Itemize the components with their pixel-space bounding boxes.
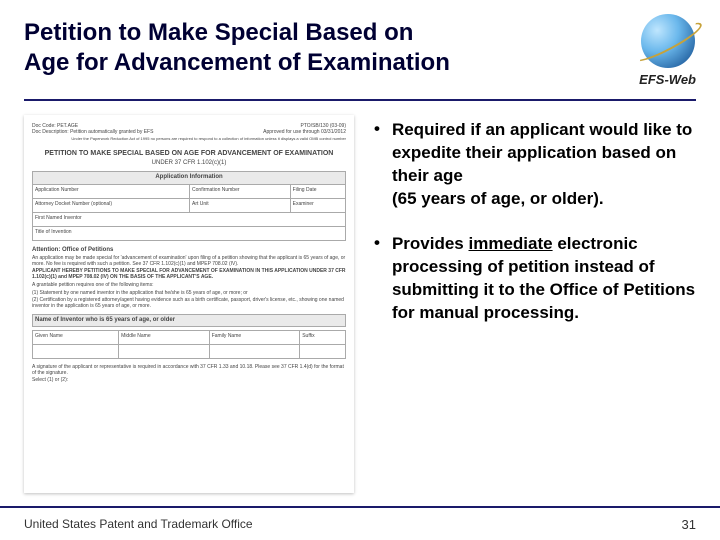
field-title-inv: Title of Invention <box>33 226 346 240</box>
title-line-2: Age for Advancement of Examination <box>24 49 450 76</box>
col-family: Family Name <box>209 330 300 344</box>
form-approved: Approved for use through 03/31/2012 <box>263 129 346 135</box>
footer-org: United States Patent and Trademark Offic… <box>24 517 253 531</box>
bullet-2-underline: immediate <box>469 234 553 253</box>
bullet-2a: Provides <box>392 234 469 253</box>
title-line-1: Petition to Make Special Based on <box>24 19 413 46</box>
form-subtitle: UNDER 37 CFR 1.102(c)(1) <box>32 160 346 167</box>
field-app-no: Application Number <box>33 184 190 198</box>
bullet-icon: • <box>374 119 380 211</box>
bullet-1: • Required if an applicant would like to… <box>374 119 696 211</box>
form-opt2: (2) Certification by a registered attorn… <box>32 298 346 310</box>
form-attention: Attention: Office of Petitions <box>32 247 346 254</box>
form-select: Select (1) or (2): <box>32 378 346 384</box>
bullet-1-detail: (65 years of age, or older). <box>392 189 604 208</box>
bullet-1-text: Required if an applicant would like to e… <box>392 120 692 185</box>
col-given: Given Name <box>33 330 119 344</box>
form-attention-body: An application may be made special for '… <box>32 256 346 268</box>
field-atty: Attorney Docket Number (optional) <box>33 198 190 212</box>
form-name-header: Name of Inventor who is 65 years of age,… <box>32 314 346 327</box>
col-middle: Middle Name <box>119 330 210 344</box>
form-preview: Doc Code: PET.AGE Doc Description: Petit… <box>24 115 354 493</box>
field-examiner: Examiner <box>290 198 345 212</box>
efs-web-logo: EFS-Web <box>639 14 696 87</box>
page-number: 31 <box>682 517 696 532</box>
field-art-unit: Art Unit <box>190 198 291 212</box>
form-grantable: A grantable petition requires one of the… <box>32 283 346 289</box>
content-area: Doc Code: PET.AGE Doc Description: Petit… <box>0 101 720 493</box>
field-filing-date: Filing Date <box>290 184 345 198</box>
form-doc-desc: Doc Description: Petition automatically … <box>32 129 153 135</box>
form-opt1: (1) Statement by one named inventor in t… <box>32 291 346 297</box>
globe-icon <box>641 14 695 68</box>
form-sig: A signature of the applicant or represen… <box>32 365 346 377</box>
field-conf-no: Confirmation Number <box>190 184 291 198</box>
col-suffix: Suffix <box>300 330 346 344</box>
form-hereby: APPLICANT HEREBY PETITIONS TO MAKE SPECI… <box>32 269 346 281</box>
form-name-table: Given Name Middle Name Family Name Suffi… <box>32 330 346 359</box>
logo-text: EFS-Web <box>639 72 696 87</box>
bullet-2: • Provides immediate electronic processi… <box>374 233 696 325</box>
slide-header: Petition to Make Special Based on Age fo… <box>0 0 720 97</box>
app-info-header: Application Information <box>33 172 346 184</box>
slide-footer: United States Patent and Trademark Offic… <box>0 506 720 540</box>
form-title: PETITION TO MAKE SPECIAL BASED ON AGE FO… <box>32 150 346 158</box>
form-app-info-table: Application Information Application Numb… <box>32 171 346 240</box>
bullet-icon: • <box>374 233 380 325</box>
field-first-inv: First Named Inventor <box>33 212 346 226</box>
bullet-list: • Required if an applicant would like to… <box>374 115 696 493</box>
page-title: Petition to Make Special Based on Age fo… <box>24 18 450 78</box>
form-paperwork: Under the Paperwork Reduction Act of 199… <box>32 137 346 142</box>
